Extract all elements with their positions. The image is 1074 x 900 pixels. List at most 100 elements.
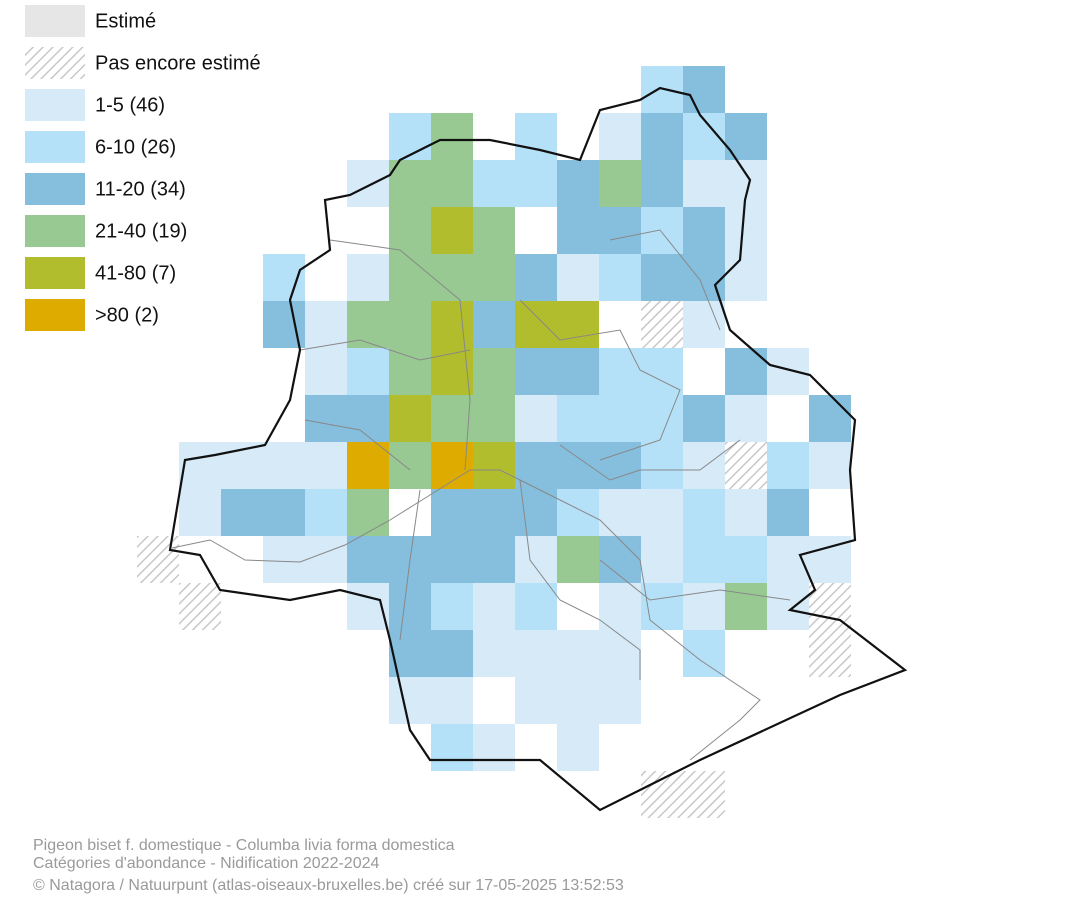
grid-cell <box>599 442 641 489</box>
grid-cell <box>725 395 767 442</box>
grid-cell <box>515 442 557 489</box>
grid-cell <box>599 254 641 301</box>
grid-cell <box>683 583 725 630</box>
grid-cell <box>683 489 725 536</box>
grid-cell <box>431 113 473 160</box>
grid-cell <box>515 254 557 301</box>
grid-cell <box>641 348 683 395</box>
grid-cell <box>347 489 389 536</box>
grid-cell <box>515 489 557 536</box>
legend-swatch <box>25 257 85 289</box>
grid-cell <box>431 160 473 207</box>
grid-cell <box>809 395 851 442</box>
grid-cell <box>809 442 851 489</box>
grid-cell <box>557 630 599 677</box>
grid-cell <box>557 254 599 301</box>
grid-cell <box>557 489 599 536</box>
grid-cell <box>515 301 557 348</box>
grid-cell <box>599 583 641 630</box>
grid-cell <box>725 489 767 536</box>
grid-cell <box>557 677 599 724</box>
grid-cell <box>641 207 683 254</box>
grid-cell <box>725 536 767 583</box>
grid-cell <box>767 489 809 536</box>
grid-cell <box>599 160 641 207</box>
grid-cell <box>767 348 809 395</box>
grid-cell <box>683 301 725 348</box>
grid-cell <box>641 254 683 301</box>
legend-label: Estimé <box>95 10 156 32</box>
grid-cell <box>557 536 599 583</box>
grid-cell <box>557 207 599 254</box>
grid-cell <box>767 583 809 630</box>
grid-cell <box>557 724 599 771</box>
grid-cell <box>641 113 683 160</box>
grid-cell <box>305 442 347 489</box>
grid-cell <box>473 301 515 348</box>
grid-cell <box>389 442 431 489</box>
legend-label: 11-20 (34) <box>95 178 186 200</box>
grid-cell <box>683 630 725 677</box>
grid-cell <box>431 583 473 630</box>
grid-cell <box>683 207 725 254</box>
grid-cell <box>515 395 557 442</box>
legend-label: 21-40 (19) <box>95 220 187 242</box>
grid-cell <box>683 536 725 583</box>
grid-cell <box>389 348 431 395</box>
grid-cell <box>683 442 725 489</box>
legend-swatch <box>25 173 85 205</box>
grid-cell <box>347 301 389 348</box>
region-outline <box>168 86 908 812</box>
grid-cell <box>515 160 557 207</box>
grid-cell <box>263 254 305 301</box>
legend-swatch <box>25 215 85 247</box>
legend-label: 41-80 (7) <box>95 262 176 284</box>
grid-cell <box>599 677 641 724</box>
grid-cell <box>767 442 809 489</box>
grid-cell <box>179 442 221 489</box>
grid-cell <box>599 536 641 583</box>
legend-label: 1-5 (46) <box>95 94 165 116</box>
grid-cell <box>725 207 767 254</box>
grid-cell <box>389 254 431 301</box>
footer-credit: © Natagora / Natuurpunt (atlas-oiseaux-b… <box>33 877 624 894</box>
legend-swatch <box>25 5 85 37</box>
grid-cell <box>557 442 599 489</box>
grid-cell <box>431 395 473 442</box>
grid-cell <box>305 301 347 348</box>
grid-cell <box>725 254 767 301</box>
grid-cell <box>725 442 767 489</box>
grid-cell <box>431 207 473 254</box>
grid-cell <box>641 442 683 489</box>
grid-cell <box>305 536 347 583</box>
footer-subtitle: Catégories d'abondance - Nidification 20… <box>33 855 380 872</box>
grid-cell <box>431 489 473 536</box>
grid-cell <box>389 113 431 160</box>
grid-cell <box>641 489 683 536</box>
grid-cell <box>305 489 347 536</box>
grid-cell <box>221 489 263 536</box>
legend-swatch <box>25 131 85 163</box>
grid-cell <box>641 301 683 348</box>
grid-cell <box>389 630 431 677</box>
grid-cell <box>263 442 305 489</box>
grid-cell <box>473 254 515 301</box>
grid-cell <box>641 160 683 207</box>
grid-cell <box>557 395 599 442</box>
legend-swatch <box>25 89 85 121</box>
grid-cell <box>515 583 557 630</box>
grid-cell <box>515 536 557 583</box>
grid-cell <box>473 724 515 771</box>
grid-cell <box>431 677 473 724</box>
grid-cell <box>263 536 305 583</box>
grid-cell <box>347 254 389 301</box>
grid-cell <box>809 630 851 677</box>
grid-cell <box>389 207 431 254</box>
grid-cell <box>725 583 767 630</box>
grid-cell <box>389 677 431 724</box>
grid-cell <box>683 66 725 113</box>
grid-cell <box>347 348 389 395</box>
grid-cell <box>599 348 641 395</box>
